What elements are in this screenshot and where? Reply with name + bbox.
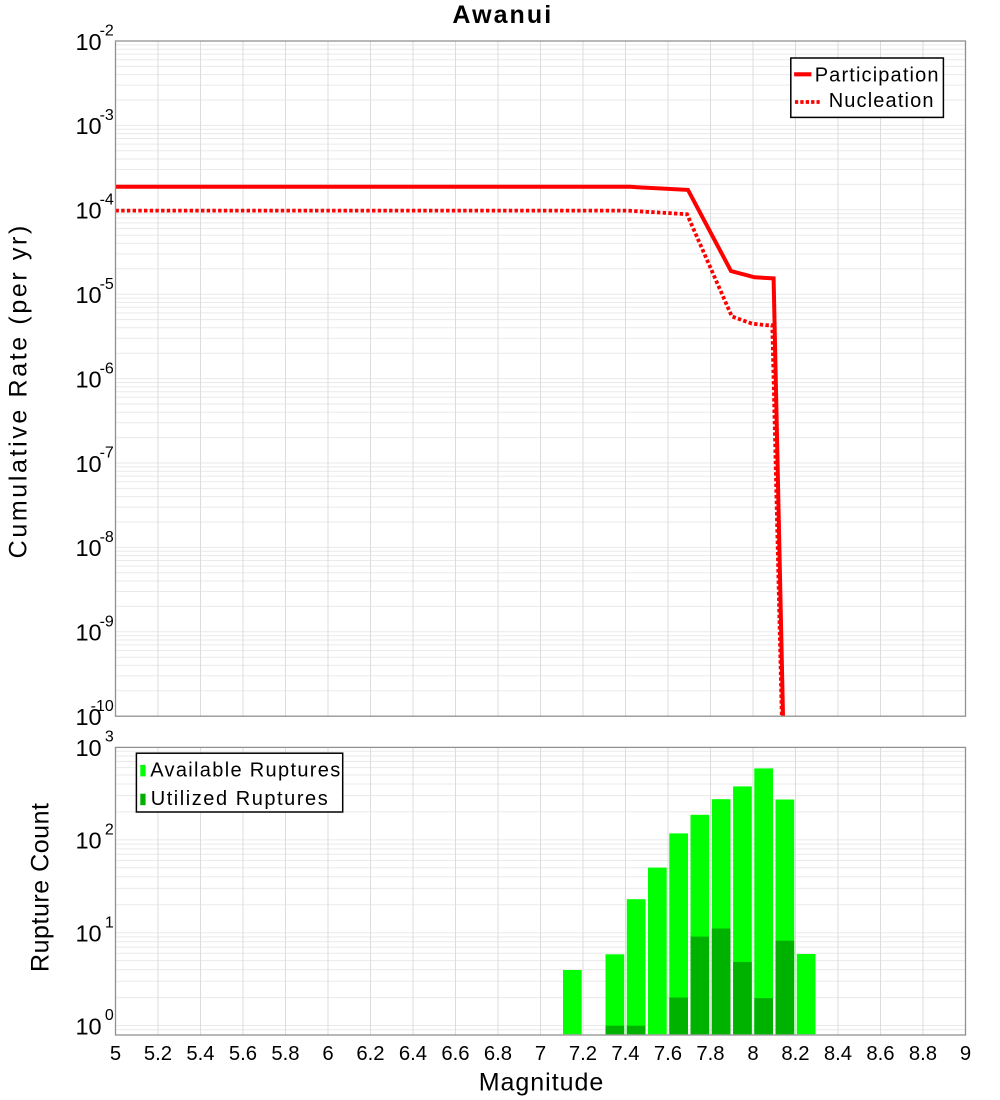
svg-text:8.8: 8.8 xyxy=(909,1043,937,1065)
svg-text:7.6: 7.6 xyxy=(654,1043,682,1065)
svg-text:-5: -5 xyxy=(100,276,114,293)
svg-text:9: 9 xyxy=(960,1043,971,1065)
svg-text:-10: -10 xyxy=(91,698,114,715)
svg-text:Participation: Participation xyxy=(815,65,939,87)
svg-text:-2: -2 xyxy=(100,23,114,40)
svg-text:Cumulative Rate (per yr): Cumulative Rate (per yr) xyxy=(5,226,33,559)
svg-text:10: 10 xyxy=(75,29,101,55)
svg-text:10: 10 xyxy=(75,828,101,854)
svg-text:10: 10 xyxy=(75,282,101,308)
svg-text:Magnitude: Magnitude xyxy=(479,1069,604,1097)
svg-text:6.6: 6.6 xyxy=(441,1043,469,1065)
svg-text:8.6: 8.6 xyxy=(866,1043,894,1065)
svg-text:6.2: 6.2 xyxy=(356,1043,384,1065)
svg-text:10: 10 xyxy=(75,704,101,730)
svg-text:8.2: 8.2 xyxy=(781,1043,809,1065)
svg-text:8.4: 8.4 xyxy=(824,1043,852,1065)
svg-text:10: 10 xyxy=(75,535,101,561)
svg-text:5: 5 xyxy=(110,1043,121,1065)
svg-text:10: 10 xyxy=(75,1013,101,1039)
svg-text:Utilized Ruptures: Utilized Ruptures xyxy=(151,788,328,810)
svg-text:7: 7 xyxy=(535,1043,546,1065)
svg-text:1: 1 xyxy=(105,914,114,931)
svg-text:7.2: 7.2 xyxy=(569,1043,597,1065)
svg-text:-3: -3 xyxy=(100,107,114,124)
svg-text:-6: -6 xyxy=(100,360,114,377)
svg-text:-7: -7 xyxy=(100,445,114,462)
svg-text:5.2: 5.2 xyxy=(144,1043,172,1065)
svg-text:6.8: 6.8 xyxy=(484,1043,512,1065)
svg-text:-8: -8 xyxy=(100,529,114,546)
svg-text:5.4: 5.4 xyxy=(186,1043,214,1065)
svg-text:Nucleation: Nucleation xyxy=(829,90,934,112)
svg-text:Rupture Count: Rupture Count xyxy=(27,803,55,972)
svg-text:10: 10 xyxy=(75,921,101,947)
svg-text:-9: -9 xyxy=(100,614,114,631)
svg-text:6.4: 6.4 xyxy=(399,1043,427,1065)
svg-text:6: 6 xyxy=(322,1043,333,1065)
svg-text:7.8: 7.8 xyxy=(696,1043,724,1065)
svg-text:5.6: 5.6 xyxy=(229,1043,257,1065)
svg-text:10: 10 xyxy=(75,198,101,224)
svg-text:7.4: 7.4 xyxy=(611,1043,639,1065)
svg-text:10: 10 xyxy=(75,735,101,761)
svg-text:-4: -4 xyxy=(100,192,114,209)
svg-text:Available Ruptures: Available Ruptures xyxy=(150,759,340,781)
svg-text:Awanui: Awanui xyxy=(452,1,551,29)
svg-text:2: 2 xyxy=(105,822,114,839)
svg-text:10: 10 xyxy=(75,620,101,646)
svg-text:10: 10 xyxy=(75,366,101,392)
svg-text:10: 10 xyxy=(75,451,101,477)
svg-text:0: 0 xyxy=(105,1007,114,1024)
svg-text:8: 8 xyxy=(747,1043,758,1065)
svg-text:5.8: 5.8 xyxy=(271,1043,299,1065)
svg-text:3: 3 xyxy=(105,729,114,746)
svg-text:10: 10 xyxy=(75,113,101,139)
